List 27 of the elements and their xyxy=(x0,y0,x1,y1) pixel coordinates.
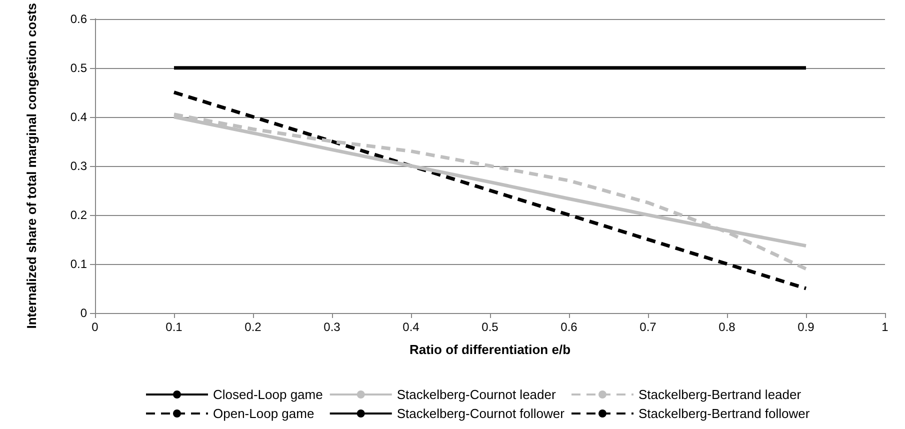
y-tick-label: 0.2 xyxy=(70,208,88,222)
x-axis-title: Ratio of differentiation e/b xyxy=(409,342,571,357)
x-tick-label: 0.7 xyxy=(640,320,657,334)
y-tick-label: 0.6 xyxy=(70,12,88,26)
y-tick-label: 0.4 xyxy=(70,110,88,124)
x-tick-label: 0.6 xyxy=(560,320,578,334)
legend-label: Stackelberg-Bertrand leader xyxy=(638,387,802,402)
x-tick-label: 0.1 xyxy=(166,320,183,334)
x-tick-label: 0 xyxy=(92,320,99,334)
y-tick-label: 0.3 xyxy=(70,158,88,173)
x-tick-label: 0.9 xyxy=(798,320,815,334)
legend-label: Stackelberg-Cournot follower xyxy=(396,406,566,421)
x-tick-label: 1 xyxy=(882,320,889,334)
x-tick-label: 0.2 xyxy=(244,320,262,334)
y-tick-label: 0.1 xyxy=(70,256,88,271)
y-tick-label: 0 xyxy=(80,306,88,320)
legend-label: Open-Loop game xyxy=(213,406,314,421)
legend-label: Stackelberg-Bertrand follower xyxy=(638,406,810,421)
legend-label: Closed-Loop game xyxy=(213,387,323,402)
x-tick-label: 0.8 xyxy=(718,320,736,334)
y-axis-title: Internalized share of total marginal congestion costs xyxy=(24,2,39,329)
x-tick-label: 0.5 xyxy=(482,320,499,334)
line-series xyxy=(172,90,808,290)
legend-label: Stackelberg-Cournot leader xyxy=(396,387,556,402)
x-tick-label: 0.4 xyxy=(402,320,420,334)
x-tick-label: 0.3 xyxy=(324,320,341,334)
y-tick-label: 0.5 xyxy=(70,60,88,75)
